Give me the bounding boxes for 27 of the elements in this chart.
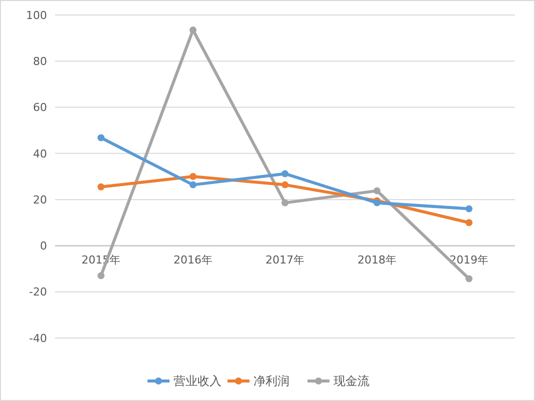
legend-label: 营业收入 (174, 374, 222, 388)
point (190, 26, 196, 34)
x-tick-label: 2017年 (266, 254, 304, 267)
point (190, 181, 196, 188)
x-tick-label: 2016年 (174, 254, 212, 267)
point (466, 219, 472, 226)
y-tick-label: 100 (26, 8, 47, 22)
y-tick-label: -40 (29, 332, 47, 345)
point (282, 170, 288, 178)
point (466, 205, 472, 212)
legend-label: 现金流 (334, 374, 370, 388)
point (190, 173, 196, 180)
point (98, 134, 104, 142)
point (98, 183, 104, 190)
y-tick-label: -20 (29, 286, 47, 299)
y-tick-label: 80 (33, 54, 47, 68)
x-tick-label: 2018年 (358, 254, 396, 267)
point (282, 181, 288, 188)
y-tick-label: 20 (33, 193, 47, 206)
y-tick-label: 40 (33, 147, 47, 160)
y-tick-label: 0 (40, 240, 47, 253)
y-tick-label: 60 (33, 101, 47, 114)
point (282, 199, 288, 206)
point (374, 187, 380, 194)
point (466, 275, 472, 282)
point (98, 272, 104, 280)
legend-label: 净利润 (254, 374, 290, 388)
